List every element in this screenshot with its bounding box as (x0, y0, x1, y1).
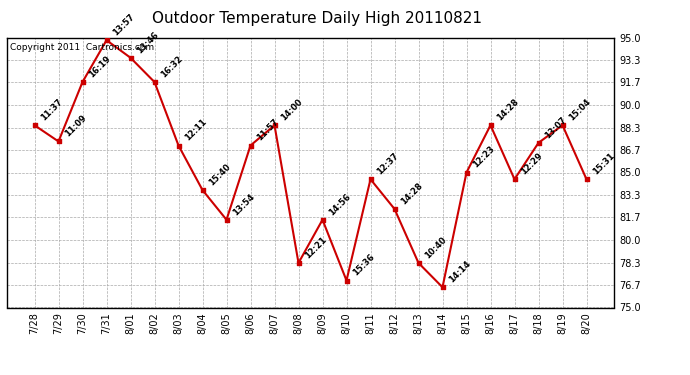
Text: Copyright 2011  Cartronics.com: Copyright 2011 Cartronics.com (10, 43, 154, 52)
Text: 15:40: 15:40 (207, 162, 232, 187)
Point (461, 170, 472, 176)
Point (77, 79, 88, 85)
Text: 14:14: 14:14 (446, 259, 472, 285)
Point (485, 122, 496, 128)
Point (557, 122, 568, 128)
Point (221, 217, 232, 223)
Text: 12:11: 12:11 (183, 117, 208, 143)
Text: 10:40: 10:40 (423, 235, 448, 260)
Text: 11:37: 11:37 (39, 97, 64, 123)
Point (389, 206, 400, 212)
Text: 11:09: 11:09 (63, 114, 88, 139)
Point (245, 142, 256, 148)
Text: 14:28: 14:28 (495, 97, 520, 123)
Point (53, 138, 64, 144)
Text: 12:29: 12:29 (519, 151, 544, 177)
Text: 14:56: 14:56 (326, 192, 352, 217)
Text: 16:32: 16:32 (159, 54, 184, 79)
Point (197, 187, 208, 193)
Text: 13:57: 13:57 (110, 12, 136, 38)
Point (149, 79, 160, 85)
Text: 13:46: 13:46 (135, 30, 160, 55)
Text: 12:23: 12:23 (471, 144, 496, 170)
Text: 14:00: 14:00 (279, 97, 304, 123)
Text: 15:04: 15:04 (566, 97, 592, 123)
Point (125, 55, 136, 61)
Point (341, 278, 352, 284)
Text: 13:07: 13:07 (542, 115, 568, 140)
Point (29, 122, 40, 128)
Text: Outdoor Temperature Daily High 20110821: Outdoor Temperature Daily High 20110821 (152, 11, 482, 26)
Text: 14:28: 14:28 (399, 181, 424, 206)
Text: 15:31: 15:31 (591, 151, 616, 177)
Point (413, 260, 424, 266)
Point (173, 142, 184, 148)
Point (581, 176, 592, 182)
Point (269, 122, 280, 128)
Text: 12:21: 12:21 (303, 235, 328, 260)
Text: 12:37: 12:37 (375, 151, 400, 177)
Point (101, 37, 112, 43)
Point (365, 176, 376, 182)
Text: 16:19: 16:19 (87, 54, 112, 79)
Point (533, 140, 544, 146)
Text: 13:54: 13:54 (230, 192, 256, 217)
Point (437, 284, 448, 290)
Text: 11:57: 11:57 (255, 117, 280, 143)
Point (317, 217, 328, 223)
Text: 15:36: 15:36 (351, 252, 376, 278)
Point (509, 176, 520, 182)
Point (293, 260, 304, 266)
